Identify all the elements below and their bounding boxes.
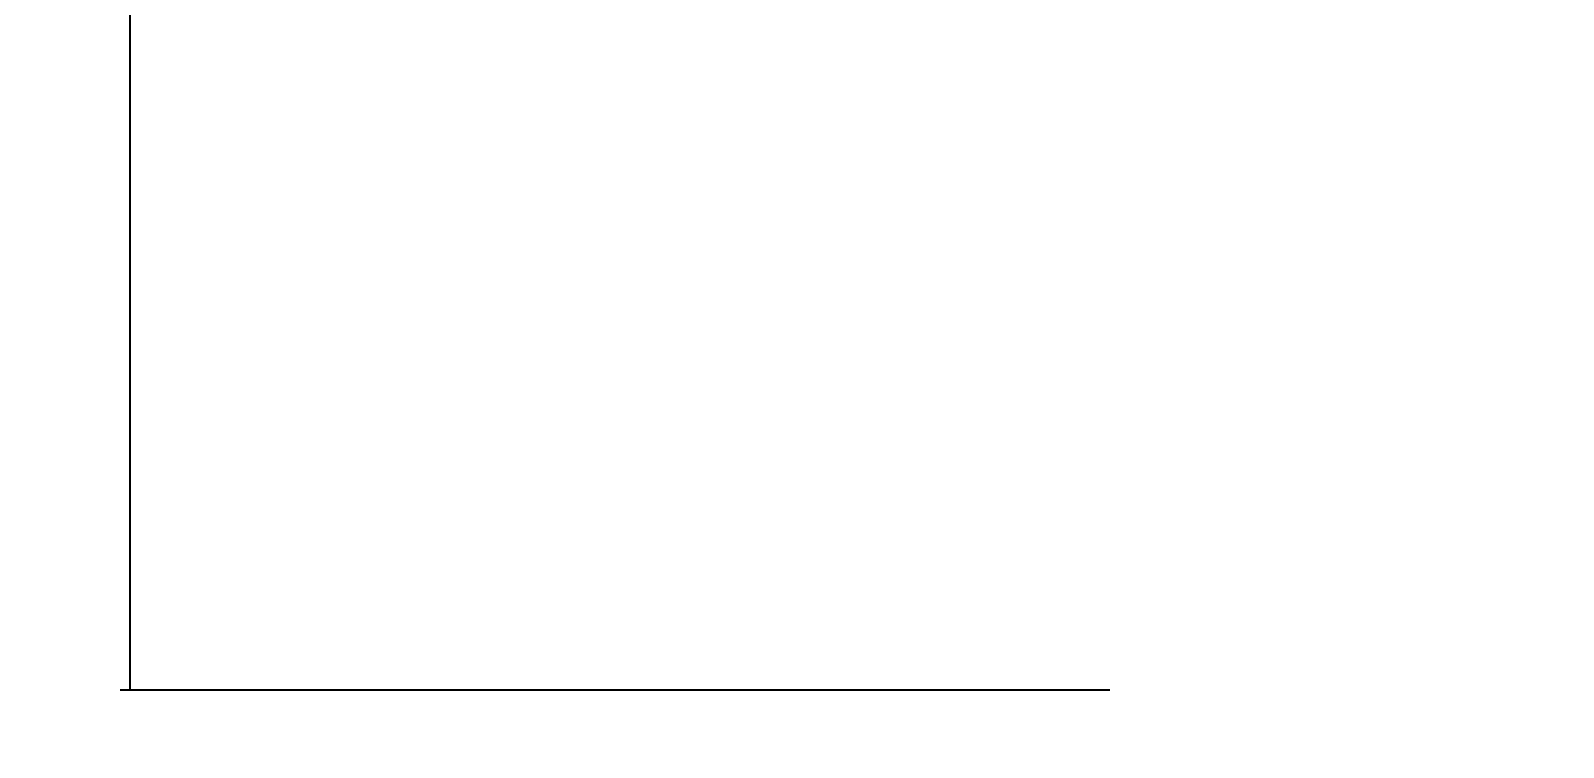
chart-svg [0, 0, 1594, 778]
flavor-chart [0, 0, 1594, 778]
